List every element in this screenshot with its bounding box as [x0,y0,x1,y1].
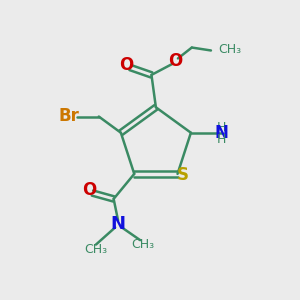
Text: N: N [111,215,126,233]
Text: H: H [217,133,226,146]
Text: CH₃: CH₃ [218,43,242,56]
Text: Br: Br [59,107,80,125]
Text: CH₃: CH₃ [84,243,107,256]
Text: N: N [215,124,229,142]
Text: CH₃: CH₃ [131,238,155,251]
Text: O: O [82,181,96,199]
Text: O: O [120,56,134,74]
Text: S: S [177,167,189,184]
Text: O: O [169,52,183,70]
Text: H: H [217,121,226,134]
